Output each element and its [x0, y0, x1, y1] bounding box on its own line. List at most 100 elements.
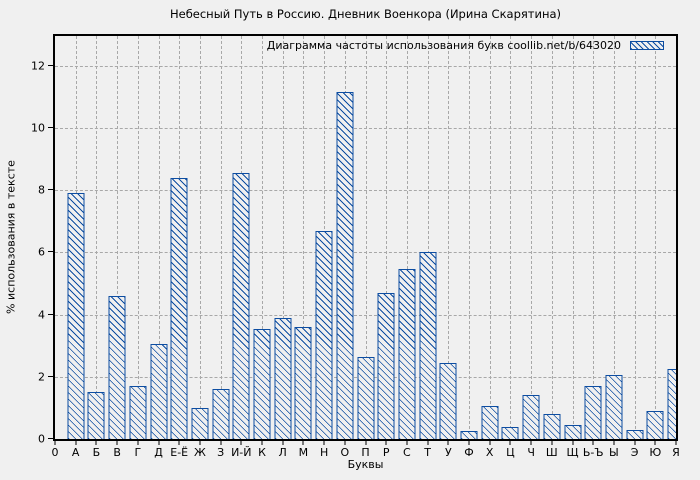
x-tick — [613, 441, 615, 445]
gridline-vertical — [199, 36, 201, 439]
x-tick-label: Ч — [527, 446, 535, 459]
x-tick-label: Р — [382, 446, 390, 459]
x-tick-label: Е-Ё — [170, 446, 189, 459]
gridline-vertical — [137, 36, 139, 439]
gridline-vertical — [448, 36, 450, 439]
frequency-bar — [108, 295, 126, 439]
frequency-bar — [253, 328, 271, 439]
y-tick — [48, 375, 53, 377]
y-tick-label: 0 — [38, 432, 45, 446]
gridline-vertical — [613, 36, 615, 439]
frequency-bar — [67, 193, 85, 439]
x-tick-label: Ы — [609, 446, 619, 459]
x-tick-label: Ф — [464, 446, 474, 459]
gridline-vertical — [489, 36, 491, 439]
gridline-vertical — [158, 36, 160, 439]
x-tick-label: М — [298, 446, 309, 459]
x-tick-label: В — [113, 446, 121, 459]
gridline-vertical — [303, 36, 305, 439]
x-tick — [323, 441, 325, 445]
x-tick-label: Т — [424, 446, 431, 459]
x-tick — [158, 441, 159, 445]
x-tick — [95, 441, 97, 445]
x-tick-label: П — [361, 446, 370, 459]
x-tick-label: Ш — [545, 446, 558, 459]
x-tick-label: Ж — [193, 446, 206, 459]
frequency-bar — [315, 230, 333, 439]
x-tick — [509, 441, 511, 445]
frequency-bar — [460, 431, 478, 439]
frequency-bar — [170, 177, 188, 439]
x-tick-label: Э — [630, 446, 639, 459]
gridline-vertical — [427, 36, 429, 439]
x-tick-label: Х — [485, 446, 494, 459]
frequency-bar — [274, 317, 292, 439]
x-tick — [199, 441, 201, 445]
x-tick-label: Д — [154, 446, 163, 459]
x-tick — [551, 441, 553, 445]
plot-clip — [55, 36, 676, 439]
x-tick — [240, 441, 242, 445]
y-tick — [48, 313, 53, 315]
x-tick-label: У — [444, 446, 452, 459]
frequency-bar — [129, 386, 147, 439]
gridline-vertical — [96, 36, 98, 439]
frequency-bar — [481, 406, 499, 439]
gridline-vertical — [282, 36, 284, 439]
x-tick — [592, 441, 594, 445]
frequency-bar — [150, 344, 167, 439]
x-tick — [75, 441, 77, 445]
x-tick — [530, 441, 532, 445]
x-tick-label: Н — [319, 446, 329, 459]
gridline-vertical — [531, 36, 533, 439]
gridline-vertical — [634, 36, 636, 439]
legend-swatch-hatched-icon — [630, 41, 664, 50]
x-tick-label: К — [258, 446, 266, 459]
x-tick — [654, 441, 656, 445]
gridline-vertical — [469, 36, 470, 439]
frequency-bar — [232, 172, 250, 439]
x-tick-label: А — [71, 446, 80, 459]
x-tick-label: О — [340, 446, 350, 459]
x-tick — [365, 441, 366, 445]
y-tick-label: 8 — [38, 183, 45, 197]
frequency-bar — [336, 92, 354, 439]
x-tick-label: С — [403, 446, 411, 459]
legend: Диаграмма частоты использования букв coo… — [267, 39, 664, 52]
x-tick-label: И-Й — [231, 446, 252, 459]
gridline-vertical — [117, 36, 119, 439]
x-tick — [344, 441, 346, 445]
x-tick — [572, 441, 573, 445]
x-tick-label: Л — [278, 446, 287, 459]
gridline-vertical — [510, 36, 512, 439]
gridline-vertical — [593, 36, 595, 439]
x-tick-label: Я — [672, 446, 680, 459]
x-tick-label: З — [217, 446, 225, 459]
y-tick — [48, 251, 53, 253]
y-tick — [48, 189, 53, 191]
x-tick-label: Г — [134, 446, 142, 459]
x-axis-label: Буквы — [347, 458, 384, 471]
x-tick — [302, 441, 304, 445]
x-tick-label: Ц — [506, 446, 515, 459]
legend-label: Диаграмма частоты использования букв coo… — [266, 39, 621, 52]
x-tick — [282, 441, 284, 445]
gridline-vertical — [386, 36, 388, 439]
frequency-bar — [212, 389, 230, 439]
frequency-bar — [626, 429, 644, 439]
y-tick-label: 6 — [38, 245, 45, 259]
y-tick — [48, 64, 53, 66]
x-tick — [406, 441, 408, 445]
gridline-vertical — [262, 36, 263, 439]
gridline-vertical — [572, 36, 574, 439]
y-tick — [48, 438, 53, 439]
plot-area: Диаграмма частоты использования букв coo… — [31, 34, 680, 459]
y-tick-label: 4 — [38, 308, 45, 322]
frequency-bar — [377, 292, 395, 439]
gridline-vertical — [220, 36, 222, 439]
x-tick — [54, 441, 56, 445]
frequency-bar — [522, 395, 540, 439]
frequency-bar — [584, 386, 602, 439]
x-tick — [261, 441, 263, 445]
